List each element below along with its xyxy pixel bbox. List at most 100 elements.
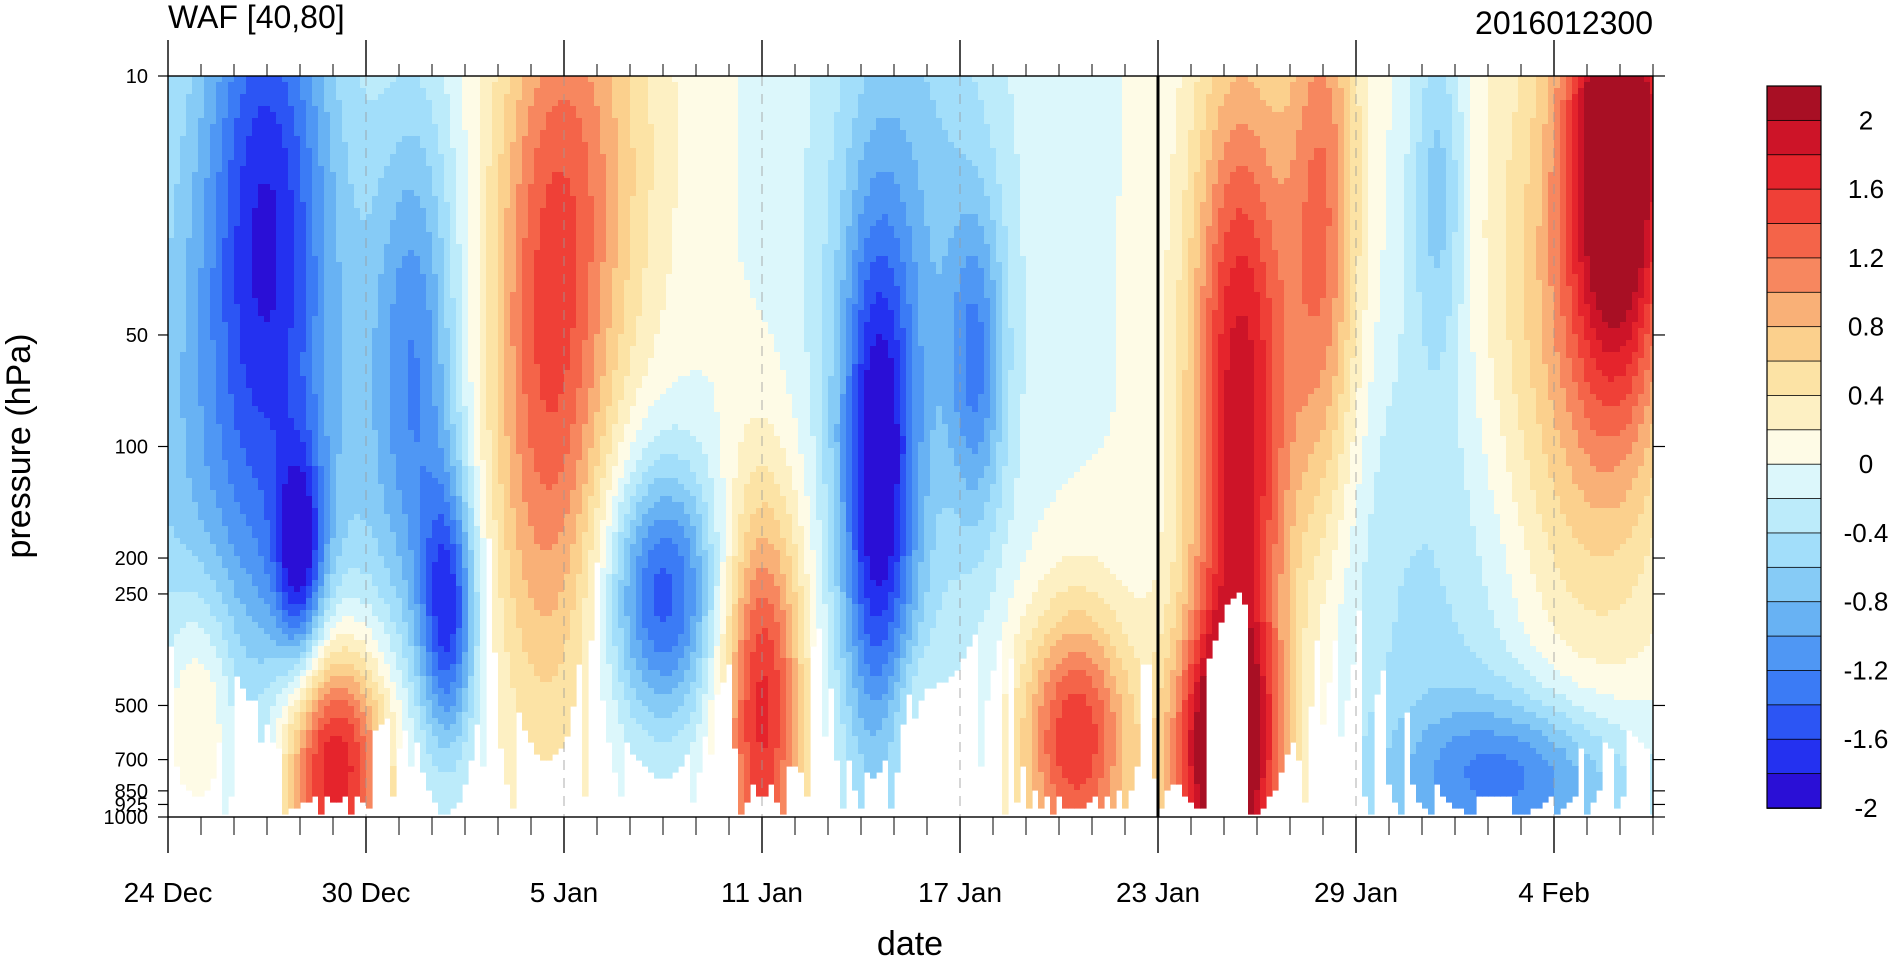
contour-cell: [1542, 610, 1549, 659]
contour-cell: [1548, 742, 1555, 767]
contour-cell: [486, 166, 493, 431]
contour-cell: [426, 616, 433, 653]
contour-cell: [846, 148, 853, 227]
contour-cell: [960, 526, 967, 575]
contour-cell: [1368, 76, 1375, 383]
contour-cell: [438, 748, 445, 773]
contour-cell: [348, 184, 355, 521]
contour-cell: [1614, 76, 1621, 329]
contour-cell: [1470, 790, 1477, 815]
contour-cell: [1476, 658, 1483, 695]
contour-cell: [1626, 394, 1633, 425]
contour-cell: [750, 76, 757, 299]
contour-cell: [1584, 610, 1591, 659]
contour-cell: [336, 634, 343, 653]
contour-cell: [1518, 430, 1525, 527]
contour-cell: [780, 658, 787, 761]
contour-cell: [1548, 400, 1555, 479]
contour-cell: [1560, 712, 1567, 731]
contour-cell: [1554, 748, 1561, 815]
contour-cell: [348, 664, 355, 677]
contour-cell: [1506, 652, 1513, 683]
contour-cell: [1638, 652, 1645, 701]
contour-cell: [648, 190, 655, 359]
contour-cell: [1452, 232, 1459, 623]
contour-cell: [1188, 664, 1195, 695]
contour-cell: [426, 754, 433, 791]
contour-cell: [1512, 598, 1519, 659]
contour-cell: [894, 682, 901, 713]
contour-cell: [1470, 526, 1477, 653]
contour-cell: [1140, 76, 1147, 599]
contour-cell: [1074, 610, 1081, 635]
contour-cell: [426, 310, 433, 473]
contour-cell: [438, 706, 445, 725]
contour-cell: [300, 604, 307, 611]
contour-cell: [564, 100, 571, 179]
contour-cell: [612, 646, 619, 701]
contour-cell: [1584, 340, 1591, 383]
contour-cell: [1302, 202, 1309, 305]
contour-cell: [624, 538, 631, 587]
contour-cell: [714, 76, 721, 413]
contour-cell: [948, 448, 955, 509]
contour-cell: [972, 412, 979, 455]
contour-cell: [1602, 508, 1609, 557]
contour-cell: [924, 496, 931, 593]
contour-cell: [690, 616, 697, 653]
contour-cell: [330, 616, 337, 629]
contour-cell: [900, 604, 907, 635]
contour-cell: [1614, 328, 1621, 353]
contour-cell: [1194, 76, 1201, 83]
x-tick-label: 11 Jan: [721, 877, 803, 908]
contour-cell: [1056, 592, 1063, 623]
contour-cell: [270, 76, 277, 113]
contour-cell: [1590, 76, 1597, 293]
contour-cell: [486, 76, 493, 167]
contour-cell: [444, 76, 451, 95]
contour-cell: [432, 274, 439, 407]
contour-cell: [1608, 694, 1615, 725]
contour-cell: [1242, 124, 1249, 167]
contour-cell: [780, 448, 787, 497]
contour-cell: [864, 634, 871, 665]
contour-cell: [228, 706, 235, 797]
contour-cell: [1608, 724, 1615, 749]
contour-cell: [984, 196, 991, 245]
contour-cell: [690, 568, 697, 617]
contour-cell: [558, 532, 565, 593]
contour-cell: [1194, 784, 1201, 809]
contour-cell: [540, 130, 547, 209]
contour-cell: [1044, 574, 1051, 611]
contour-cell: [240, 568, 247, 605]
contour-cell: [528, 448, 535, 527]
contour-cell: [696, 556, 703, 623]
contour-cell: [798, 454, 805, 527]
contour-cell: [1500, 754, 1507, 797]
contour-cell: [276, 676, 283, 695]
contour-cell: [294, 754, 301, 809]
contour-cell: [552, 544, 559, 611]
contour-cell: [1146, 592, 1153, 665]
contour-cell: [936, 610, 943, 683]
contour-cell: [318, 616, 325, 629]
contour-cell: [588, 196, 595, 263]
contour-cell: [1458, 76, 1465, 113]
contour-cell: [666, 652, 673, 677]
contour-cell: [378, 484, 385, 557]
contour-cell: [1410, 706, 1417, 755]
contour-cell: [1098, 670, 1105, 701]
contour-cell: [666, 430, 673, 455]
contour-cell: [1314, 496, 1321, 557]
contour-cell: [348, 76, 355, 185]
contour-cell: [360, 658, 367, 677]
contour-cell: [450, 424, 457, 467]
contour-cell: [456, 628, 463, 665]
contour-cell: [468, 382, 475, 467]
contour-cell: [1608, 508, 1615, 557]
contour-cell: [528, 184, 535, 449]
contour-cell: [1332, 430, 1339, 491]
contour-cell: [372, 658, 379, 683]
contour-cell: [978, 268, 985, 323]
contour-cell: [528, 598, 535, 665]
